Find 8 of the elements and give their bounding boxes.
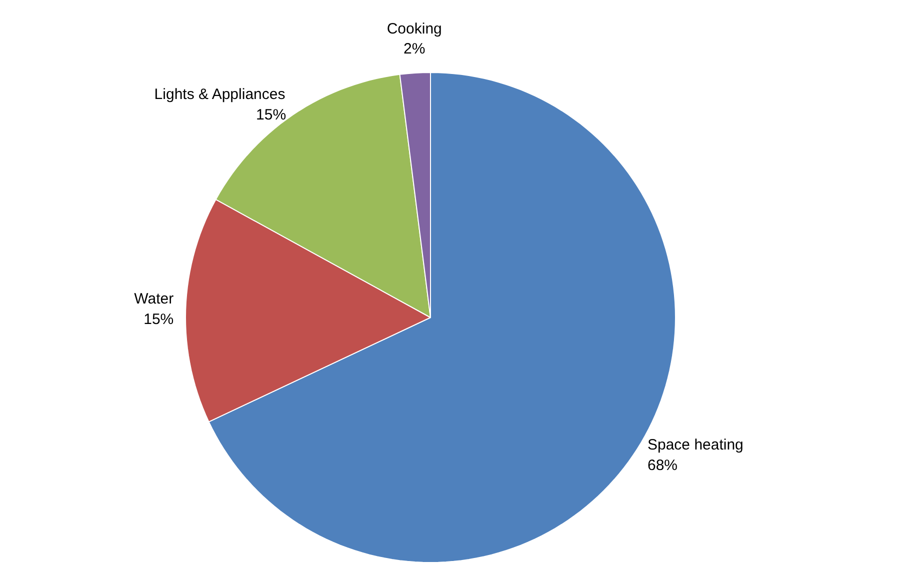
slice-label: Cooking xyxy=(386,20,442,38)
data-label: 15% xyxy=(144,311,174,328)
slice-label: Space heating xyxy=(647,436,744,454)
data-label: 15% xyxy=(256,106,286,124)
slice-label: Lights & Appliances xyxy=(154,86,286,104)
data-label: 68% xyxy=(647,456,678,474)
data-label: 2% xyxy=(404,40,426,58)
slice-label: Water xyxy=(134,290,174,308)
